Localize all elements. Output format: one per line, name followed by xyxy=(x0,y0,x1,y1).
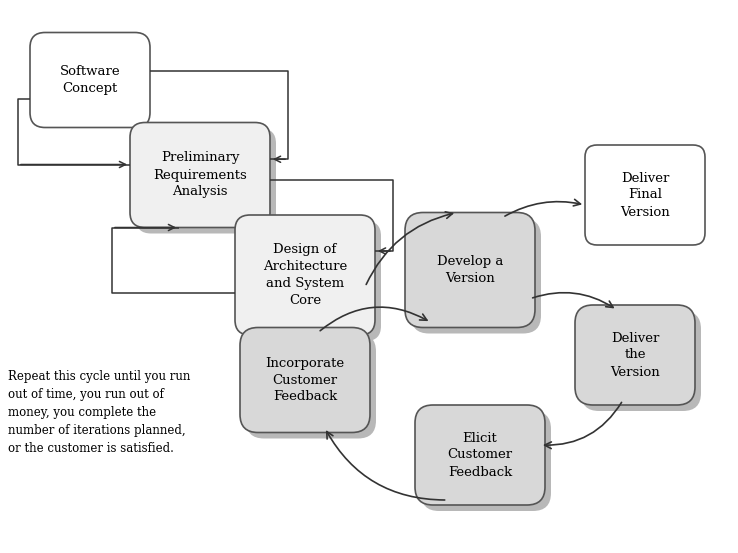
FancyBboxPatch shape xyxy=(246,333,376,439)
FancyBboxPatch shape xyxy=(585,145,705,245)
FancyBboxPatch shape xyxy=(581,311,701,411)
FancyBboxPatch shape xyxy=(240,327,370,432)
FancyBboxPatch shape xyxy=(241,221,381,341)
Text: Software
Concept: Software Concept xyxy=(60,65,120,95)
FancyBboxPatch shape xyxy=(421,411,551,511)
FancyBboxPatch shape xyxy=(415,405,545,505)
Text: Deliver
the
Version: Deliver the Version xyxy=(610,331,660,378)
FancyBboxPatch shape xyxy=(575,305,695,405)
Text: Design of
Architecture
and System
Core: Design of Architecture and System Core xyxy=(263,243,347,307)
Text: Elicit
Customer
Feedback: Elicit Customer Feedback xyxy=(447,431,513,478)
Text: Deliver
Final
Version: Deliver Final Version xyxy=(620,171,670,218)
FancyBboxPatch shape xyxy=(130,123,270,227)
FancyBboxPatch shape xyxy=(411,218,541,333)
Text: Incorporate
Customer
Feedback: Incorporate Customer Feedback xyxy=(266,357,345,404)
FancyBboxPatch shape xyxy=(136,128,276,233)
Text: Preliminary
Requirements
Analysis: Preliminary Requirements Analysis xyxy=(153,152,247,199)
FancyBboxPatch shape xyxy=(30,33,150,128)
FancyBboxPatch shape xyxy=(405,212,535,327)
Text: Develop a
Version: Develop a Version xyxy=(437,255,503,285)
Text: Repeat this cycle until you run
out of time, you run out of
money, you complete : Repeat this cycle until you run out of t… xyxy=(8,370,190,455)
FancyBboxPatch shape xyxy=(235,215,375,335)
